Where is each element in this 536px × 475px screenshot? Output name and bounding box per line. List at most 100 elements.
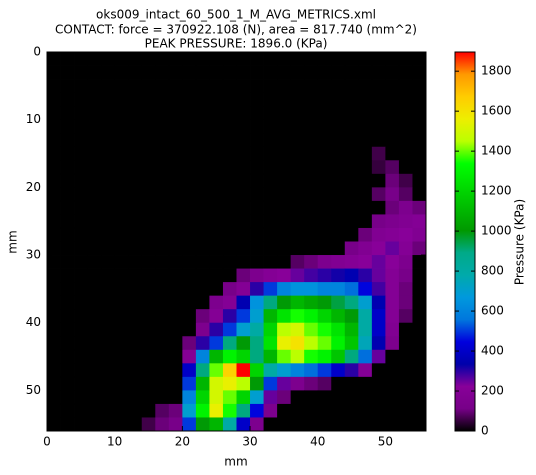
heatmap-cell: [195, 65, 210, 80]
heatmap-cell: [155, 282, 170, 297]
heatmap-cell: [250, 336, 264, 351]
heatmap-cell: [371, 65, 386, 80]
heatmap-cell: [155, 363, 170, 378]
heatmap-cell: [182, 336, 197, 351]
heatmap-cell: [155, 200, 170, 215]
heatmap-cell: [101, 295, 116, 310]
heatmap-cell: [236, 349, 251, 364]
heatmap-cell: [209, 92, 224, 107]
heatmap-cell: [385, 79, 400, 94]
heatmap-cell: [412, 295, 427, 310]
heatmap-cell: [317, 282, 332, 297]
heatmap-cell: [385, 282, 400, 297]
heatmap-cell: [47, 200, 61, 215]
heatmap-cell: [101, 200, 116, 215]
heatmap-cell: [290, 322, 305, 337]
heatmap-cell: [128, 160, 143, 175]
heatmap-cell: [317, 268, 332, 283]
heatmap-cell: [47, 363, 61, 378]
heatmap-cell: [74, 146, 89, 161]
heatmap-cell: [141, 214, 156, 229]
heatmap-cell: [155, 173, 170, 188]
heatmap-cell: [358, 268, 373, 283]
heatmap-cell: [155, 160, 170, 175]
heatmap-cell: [222, 79, 237, 94]
heatmap-cell: [344, 376, 359, 391]
heatmap-cell: [195, 119, 210, 134]
heatmap-cell: [290, 403, 305, 418]
heatmap-cell: [155, 376, 170, 391]
heatmap-cell: [87, 227, 102, 242]
heatmap-cell: [47, 160, 61, 175]
heatmap-cell: [371, 187, 386, 202]
heatmap-cell: [304, 65, 319, 80]
heatmap-cell: [155, 322, 170, 337]
heatmap-cell: [331, 403, 346, 418]
heatmap-cell: [168, 349, 183, 364]
heatmap-cell: [277, 268, 292, 283]
heatmap-cell: [317, 336, 332, 351]
heatmap-cell: [263, 403, 278, 418]
heatmap-cell: [60, 173, 75, 188]
heatmap-cell: [182, 52, 197, 66]
colorbar-tick-label: 1400: [481, 144, 512, 158]
heatmap-cell: [209, 322, 224, 337]
heatmap-cell: [385, 376, 400, 391]
heatmap-cell: [371, 309, 386, 324]
heatmap-cell: [398, 363, 413, 378]
heatmap-cell: [182, 173, 197, 188]
heatmap-cell: [182, 349, 197, 364]
heatmap-cell: [182, 65, 197, 80]
heatmap-cell: [236, 52, 251, 66]
heatmap-cell: [236, 187, 251, 202]
heatmap-cell: [168, 241, 183, 256]
heatmap-cell: [74, 390, 89, 405]
heatmap-cell: [209, 295, 224, 310]
heatmap-cell: [304, 92, 319, 107]
heatmap-cell: [182, 160, 197, 175]
heatmap-cell: [358, 187, 373, 202]
heatmap-cell: [385, 92, 400, 107]
heatmap-cell: [101, 349, 116, 364]
heatmap-cell: [222, 227, 237, 242]
heatmap-cell: [371, 363, 386, 378]
heatmap-cell: [304, 214, 319, 229]
heatmap-cell: [371, 106, 386, 121]
heatmap-cell: [209, 255, 224, 269]
heatmap-cell: [74, 376, 89, 391]
heatmap-cell: [128, 92, 143, 107]
heatmap-cell: [236, 268, 251, 283]
heatmap-cell: [87, 146, 102, 161]
heatmap-cell: [371, 79, 386, 94]
heatmap-cell: [398, 403, 413, 418]
heatmap-cell: [47, 268, 61, 283]
heatmap-cell: [60, 309, 75, 324]
heatmap-cell: [304, 376, 319, 391]
heatmap-cell: [195, 133, 210, 148]
heatmap-cell: [263, 173, 278, 188]
heatmap-cell: [358, 309, 373, 324]
heatmap-cell: [155, 146, 170, 161]
heatmap-cell: [209, 119, 224, 134]
heatmap-cell: [155, 92, 170, 107]
heatmap-cell: [168, 146, 183, 161]
heatmap-cell: [263, 52, 278, 66]
heatmap-cell: [398, 214, 413, 229]
heatmap-cell: [250, 322, 264, 337]
heatmap-cell: [209, 268, 224, 283]
heatmap-cell: [195, 79, 210, 94]
heatmap-cell: [236, 282, 251, 297]
x-tick-label: 10: [107, 435, 122, 449]
heatmap-cell: [101, 336, 116, 351]
heatmap-cell: [263, 106, 278, 121]
heatmap-cell: [182, 200, 197, 215]
heatmap-cell: [60, 106, 75, 121]
heatmap-cell: [344, 349, 359, 364]
heatmap-cell: [209, 52, 224, 66]
heatmap-cell: [371, 173, 386, 188]
heatmap-cell: [331, 227, 346, 242]
heatmap-cell: [358, 52, 373, 66]
heatmap-cell: [250, 390, 264, 405]
heatmap-cell: [371, 52, 386, 66]
heatmap-cell: [168, 119, 183, 134]
